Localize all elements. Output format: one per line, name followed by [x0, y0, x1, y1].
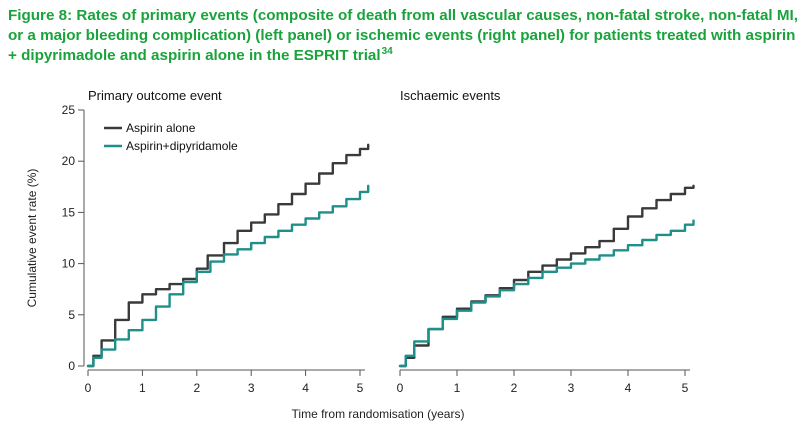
legend-label: Aspirin alone [126, 121, 196, 135]
panel-title: Primary outcome event [88, 88, 222, 103]
panel-1: Primary outcome event 0 1 2 3 4 5 0 5 10 15 20 25 Cum… [25, 88, 370, 395]
x-tick-label: 4 [625, 381, 632, 395]
series-line-aspirin-dipyridamole [86, 184, 370, 368]
y-tick-label: 25 [62, 103, 76, 117]
x-tick-label: 5 [357, 381, 364, 395]
y-tick-label: 0 [68, 359, 75, 373]
x-tick-label: 3 [248, 381, 255, 395]
x-tick-label: 2 [193, 381, 200, 395]
x-tick-label: 0 [85, 381, 92, 395]
figure-caption-text: Figure 8: Rates of primary events (compo… [8, 7, 798, 64]
legend-label: Aspirin+dipyridamole [126, 139, 238, 153]
x-axis-label: Time from randomisation (years) [292, 407, 465, 421]
x-tick-label: 3 [568, 381, 575, 395]
series-line-aspirin-dipyridamole [398, 219, 695, 368]
panel-title: Ischaemic events [400, 88, 501, 103]
x-tick-label: 5 [682, 381, 689, 395]
y-tick-label: 20 [62, 154, 76, 168]
x-tick-label: 1 [454, 381, 461, 395]
x-tick-label: 0 [397, 381, 404, 395]
y-tick-label: 5 [68, 308, 75, 322]
figure-reference: 34 [381, 46, 393, 57]
y-tick-label: 10 [62, 257, 76, 271]
series-line-aspirin-alone [86, 143, 370, 368]
x-tick-label: 1 [139, 381, 146, 395]
series-line-aspirin-alone [398, 184, 695, 368]
x-tick-label: 4 [302, 381, 309, 395]
panel-2: Ischaemic events 0 1 2 3 4 5 [397, 88, 695, 395]
y-tick-label: 15 [62, 205, 76, 219]
y-axis-label: Cumulative event rate (%) [25, 169, 39, 308]
figure-caption: Figure 8: Rates of primary events (compo… [8, 6, 800, 66]
x-tick-label: 2 [511, 381, 518, 395]
